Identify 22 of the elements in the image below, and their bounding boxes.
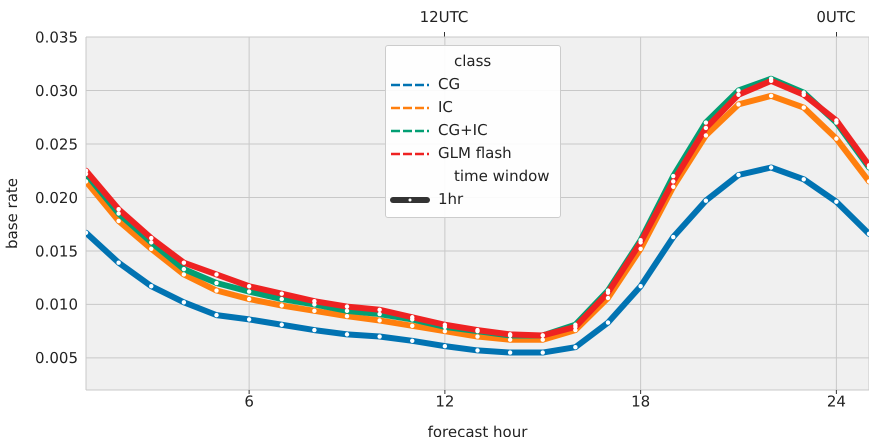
x-tick-label: 24 (826, 392, 846, 411)
y-tick-label: 0.010 (35, 296, 78, 314)
x-axis-title: forecast hour (428, 423, 528, 437)
y-tick-label: 0.030 (35, 82, 78, 100)
x-tick-label: 6 (244, 392, 254, 411)
legend-title: class (453, 51, 492, 72)
x-tick-label: 12 (435, 392, 454, 411)
legend-label: IC (438, 97, 453, 118)
legend-label: CG (438, 74, 460, 95)
annotation: time window (453, 166, 550, 187)
y-axis-title: base rate (3, 178, 21, 249)
annotation: 1hr (438, 189, 464, 210)
legend-label: CG+IC (438, 120, 488, 141)
y-tick-label: 0.025 (35, 135, 78, 154)
y-tick-label: 0.005 (35, 349, 78, 368)
y-tick-label: 0.020 (35, 188, 78, 207)
y-tick-label: 0.035 (35, 28, 78, 46)
text: 12UTC (418, 8, 470, 26)
y-tick-label: 0.015 (35, 242, 78, 260)
legend-label: GLM flash (438, 143, 512, 164)
x-tick-label: 18 (631, 392, 650, 411)
text: 0UTC (815, 8, 857, 26)
